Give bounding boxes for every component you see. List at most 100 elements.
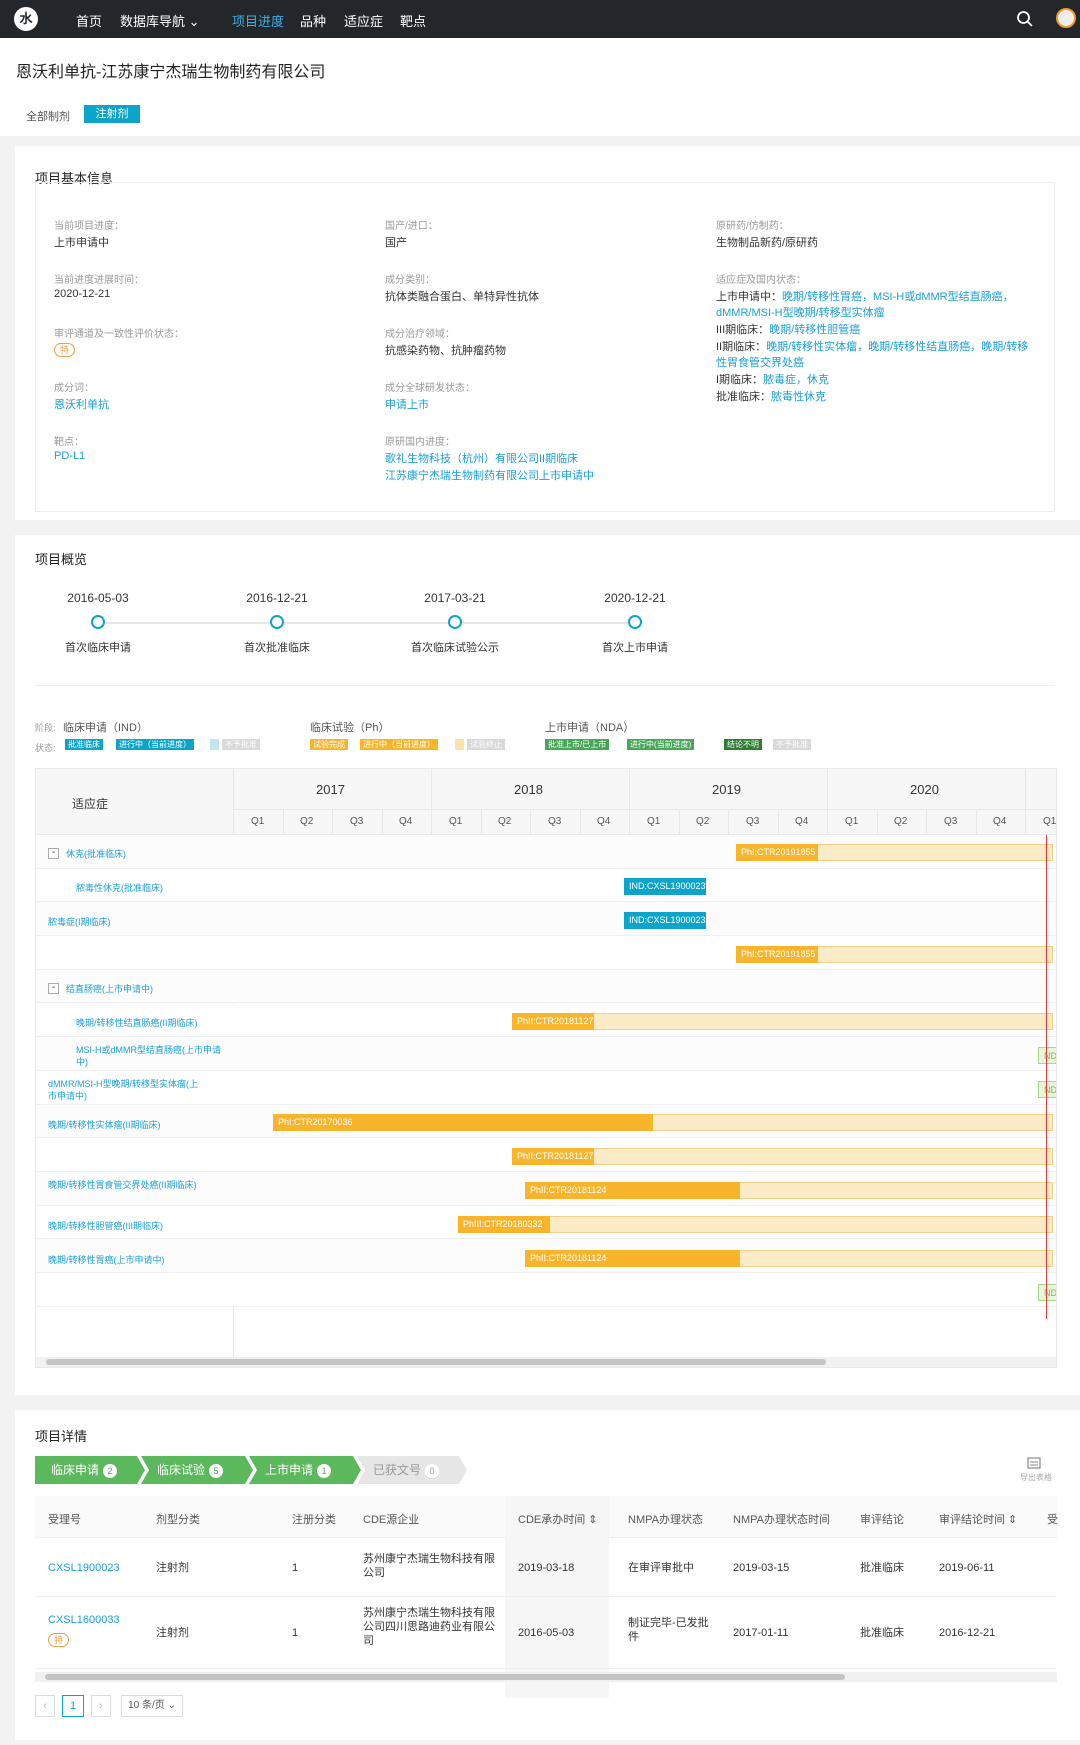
legend-nda-rejected: 不予批准 bbox=[773, 739, 811, 750]
nmpa-status: 在审评审批中 bbox=[628, 1562, 694, 1574]
col-header: 受理号 bbox=[48, 1514, 81, 1526]
indication-prefix: II期临床： bbox=[716, 341, 767, 353]
gantt-bar[interactable]: IND:CXSL1900023 bbox=[624, 912, 706, 929]
timeline-line bbox=[98, 622, 643, 624]
nav-indication[interactable]: 适应症 bbox=[344, 14, 384, 29]
gantt-bar[interactable]: NDA:C bbox=[1038, 1081, 1056, 1098]
gantt-bar[interactable]: PhII:CTR20181127 bbox=[512, 1148, 594, 1165]
col-header-sortable[interactable]: 审评结论时间 ⇕ bbox=[939, 1514, 1018, 1526]
col-header: 受 bbox=[1047, 1514, 1058, 1526]
gantt-bar[interactable]: PhIII:CTR20180332 bbox=[458, 1216, 550, 1233]
collapse-toggle[interactable]: - bbox=[48, 848, 59, 859]
indication-links[interactable]: 性胃食管交界处癌 bbox=[716, 357, 804, 369]
step-clinical-trial[interactable]: 临床试验 5 bbox=[141, 1456, 253, 1484]
page-size-select[interactable]: 10 条/页 ⌄ bbox=[121, 1695, 183, 1717]
legend-nda-approved: 批准上市/已上市 bbox=[545, 739, 610, 750]
tab-injection[interactable]: 注射剂 bbox=[84, 105, 140, 123]
field-label: 靶点： bbox=[54, 437, 84, 448]
search-icon[interactable] bbox=[1016, 10, 1034, 28]
row-label[interactable]: dMMR/MSI-H型晚期/转移型实体瘤(上市申请中) bbox=[48, 1079, 198, 1101]
row-label[interactable]: 晚期/转移性实体瘤(II期临床) bbox=[48, 1120, 161, 1130]
gantt-bar[interactable]: PhI:CTR20170036 bbox=[273, 1114, 653, 1131]
user-avatar[interactable] bbox=[1056, 8, 1076, 28]
step-market-application[interactable]: 上市申请 1 bbox=[249, 1456, 361, 1484]
gantt-bar[interactable]: NDA:C bbox=[1038, 1284, 1056, 1301]
grid-vline bbox=[827, 769, 828, 835]
gantt-bar[interactable]: PhI:CTR20191855 bbox=[736, 946, 818, 963]
row-label[interactable]: 脓毒症(I期临床) bbox=[48, 917, 111, 927]
row-label[interactable]: 结直肠癌(上市申请中) bbox=[66, 984, 153, 994]
gantt-scroll-thumb[interactable] bbox=[46, 1359, 826, 1365]
gantt-scrollbar[interactable] bbox=[36, 1357, 1056, 1367]
export-icon[interactable] bbox=[1027, 1456, 1041, 1470]
global-status-link[interactable]: 申请上市 bbox=[385, 399, 429, 411]
target-link[interactable]: PD-L1 bbox=[54, 450, 86, 462]
nav-home[interactable]: 首页 bbox=[76, 14, 103, 29]
step-approval-number[interactable]: 已获文号 0 bbox=[357, 1456, 467, 1484]
tab-all-formulations[interactable]: 全部制剂 bbox=[26, 111, 70, 123]
gantt-bar[interactable]: IND:CXSL1900023 bbox=[624, 878, 706, 895]
prev-page-button[interactable]: ‹ bbox=[35, 1695, 55, 1717]
table-scroll-thumb[interactable] bbox=[45, 1674, 845, 1680]
original-progress-link[interactable]: 歌礼生物科技（杭州）有限公司II期临床 bbox=[385, 453, 579, 465]
nav-target[interactable]: 靶点 bbox=[400, 14, 427, 29]
ingredient-category: 抗体类融合蛋白、单特异性抗体 bbox=[385, 291, 539, 303]
gantt-bar[interactable]: PhII:CTR20181124 bbox=[525, 1182, 740, 1199]
row-label[interactable]: 晚期/转移性胃癌(上市申请中) bbox=[48, 1255, 165, 1265]
nav-database[interactable]: 数据库导航 ⌄ bbox=[120, 14, 200, 29]
gantt-bar[interactable]: PhII:CTR20181127 bbox=[512, 1013, 594, 1030]
grid-vline bbox=[926, 809, 927, 835]
current-progress: 上市申请中 bbox=[54, 237, 109, 249]
next-page-button[interactable]: › bbox=[91, 1695, 111, 1717]
nav-project-progress[interactable]: 项目进度 bbox=[232, 14, 285, 29]
milestone-name: 首次批准临床 bbox=[244, 642, 310, 654]
indication-links[interactable]: 晚期/转移性实体瘤，晚期/转移性结直肠癌，晚期/转移 bbox=[766, 341, 1029, 353]
milestone-date: 2016-05-03 bbox=[67, 591, 129, 605]
quarter-label: Q1 bbox=[1043, 816, 1057, 827]
indication-links[interactable]: 脓毒性休克 bbox=[771, 391, 826, 403]
col-header: 注册分类 bbox=[292, 1514, 336, 1526]
row-label[interactable]: 晚期/转移性胃食管交界处癌(II期临床) bbox=[48, 1180, 197, 1190]
year-label: 2019 bbox=[712, 782, 741, 797]
progress-date: 2020-12-21 bbox=[54, 288, 111, 300]
table-scrollbar[interactable] bbox=[35, 1672, 1057, 1682]
collapse-toggle[interactable]: - bbox=[48, 983, 59, 994]
quarter-label: Q1 bbox=[647, 816, 661, 827]
gantt-bar[interactable]: NDA:C bbox=[1038, 1047, 1056, 1064]
row-label[interactable]: 休克(批准临床) bbox=[66, 849, 126, 859]
indication-line: II期临床：晚期/转移性实体瘤，晚期/转移性结直肠癌，晚期/转移 bbox=[716, 338, 1028, 354]
gantt-bar[interactable]: PhII:CTR20181124 bbox=[525, 1250, 740, 1267]
step-clinical-application[interactable]: 临床申请 2 bbox=[35, 1456, 145, 1484]
milestone-name: 首次上市申请 bbox=[602, 642, 668, 654]
row-label[interactable]: MSI-H或dMMR型结直肠癌(上市申请中) bbox=[76, 1045, 221, 1067]
field-label: 成分全球研发状态： bbox=[385, 383, 475, 394]
indication-links[interactable]: dMMR/MSI-H型晚期/转移型实体瘤 bbox=[716, 307, 885, 319]
details-title: 项目详情 bbox=[35, 1429, 88, 1444]
milestone-dot bbox=[270, 615, 284, 629]
col-header-sortable[interactable]: CDE承办时间 ⇕ bbox=[518, 1514, 598, 1526]
top-nav: 水 首页 数据库导航 ⌄ 项目进度 品种 适应症 靶点 bbox=[0, 0, 1080, 38]
row-label[interactable]: 晚期/转移性胆管癌(III期临床) bbox=[48, 1221, 163, 1231]
acceptance-number-link[interactable]: CXSL1900023 bbox=[48, 1562, 120, 1574]
ingredient-link[interactable]: 恩沃利单抗 bbox=[54, 399, 109, 411]
indication-links[interactable]: 晚期/转移性胃癌，MSI-H或dMMR型结直肠癌， bbox=[782, 291, 1014, 303]
export-label[interactable]: 导出表格 bbox=[1020, 1473, 1052, 1482]
basic-info-card: 项目基本信息 当前项目进度： 上市申请中 当前进度进展时间： 2020-12-2… bbox=[15, 146, 1080, 520]
grid-row bbox=[36, 868, 1056, 903]
indication-links[interactable]: 脓毒症，休克 bbox=[763, 374, 830, 386]
step-count: 5 bbox=[209, 1464, 224, 1478]
step-label: 上市申请 bbox=[265, 1463, 314, 1477]
acceptance-number-link[interactable]: CXSL1600033 bbox=[48, 1614, 120, 1626]
page-number-button[interactable]: 1 bbox=[62, 1695, 84, 1717]
col-header: CDE源企业 bbox=[363, 1514, 420, 1526]
row-label[interactable]: 脓毒性休克(批准临床) bbox=[76, 883, 163, 893]
row-label[interactable]: 晚期/转移性结直肠癌(II期临床) bbox=[76, 1018, 198, 1028]
milestone-date: 2017-03-21 bbox=[424, 591, 486, 605]
logo[interactable]: 水 bbox=[14, 7, 38, 31]
quarter-label: Q4 bbox=[795, 816, 809, 827]
indication-links[interactable]: 晚期/转移性胆管癌 bbox=[769, 324, 861, 336]
nav-variety[interactable]: 品种 bbox=[300, 14, 327, 29]
gantt-bar[interactable]: PhI:CTR20191855 bbox=[736, 844, 818, 861]
grid-row bbox=[36, 902, 1056, 937]
original-progress-link[interactable]: 江苏康宁杰瑞生物制药有限公司上市申请中 bbox=[385, 470, 594, 482]
